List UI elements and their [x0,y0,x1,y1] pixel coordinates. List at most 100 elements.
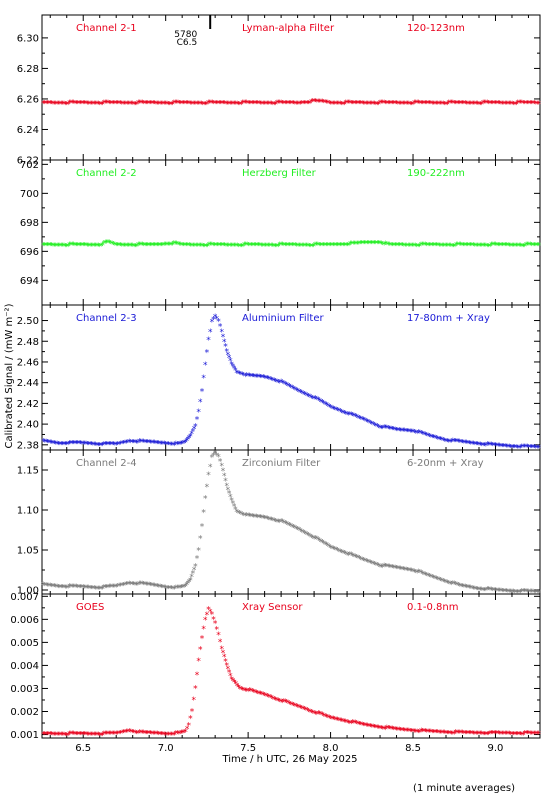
data-point: * [129,438,134,448]
data-point: * [400,565,405,575]
data-point: * [467,730,472,740]
data-point: * [310,394,315,404]
data-point: * [163,241,168,251]
data-point: * [60,731,65,741]
data-point: * [180,241,185,251]
data-point: * [91,731,96,741]
data-point: * [187,434,192,444]
data-point: * [472,242,477,252]
data-point: * [172,731,177,741]
data-point: * [434,435,439,445]
data-point: * [110,240,115,250]
data-point: * [163,440,168,450]
data-point: * [133,729,138,739]
data-point: * [385,241,390,251]
data-point: * [80,731,85,741]
data-point: * [85,731,90,741]
data-point: * [403,427,408,437]
data-point: * [442,100,447,110]
data-point: * [492,586,497,596]
data-point: * [256,242,261,252]
data-point: * [403,727,408,737]
data-point: * [346,551,351,561]
data-point: * [324,99,329,109]
data-point: * [510,443,515,453]
data-point: * [273,100,278,110]
data-point: * [345,551,350,561]
data-point: * [41,99,46,109]
data-point: * [500,587,505,597]
data-point: * [102,584,107,594]
data-point: * [288,383,293,393]
data-point: * [162,100,167,110]
data-point: * [528,100,533,110]
y-tick-label: 1.10 [17,506,39,517]
data-point: * [136,241,141,251]
data-point: * [67,583,72,593]
data-point: * [139,99,144,109]
data-point: * [449,438,454,448]
data-point: * [293,702,298,712]
data-point: * [342,550,347,560]
data-point: * [504,242,509,252]
data-point: * [534,241,539,251]
data-point: * [492,99,497,109]
data-point: * [348,719,353,729]
data-point: * [127,728,132,738]
data-point: * [387,425,392,435]
data-point: * [118,440,123,450]
data-point: * [147,99,152,109]
data-point: * [228,100,233,110]
data-point: * [499,241,504,251]
data-point: * [357,720,362,730]
data-point: * [183,583,188,593]
data-point: * [353,413,358,423]
data-point: * [389,725,394,735]
data-point: * [507,443,512,453]
data-point: * [276,99,281,109]
data-point: * [420,570,425,580]
data-point: * [337,407,342,417]
data-point: * [107,99,112,109]
data-point: * [183,439,188,449]
data-point: * [412,242,417,252]
data-point: * [231,677,236,687]
data-point: * [376,562,381,572]
data-point: * [125,242,130,252]
data-point: * [246,241,251,251]
data-point: * [260,514,265,524]
data-point: * [296,242,301,252]
data-point: * [313,241,318,251]
data-point: * [183,242,188,252]
data-point: * [120,440,125,450]
data-point: * [452,730,457,740]
data-point: * [295,525,300,535]
y-tick-label: 2.40 [17,420,39,431]
data-point: * [195,415,200,425]
data-point: * [393,426,398,436]
data-point: * [508,443,513,453]
data-point: * [44,438,49,448]
data-point: * [481,99,486,109]
data-point: * [261,100,266,110]
flare-annotation: 5780 [174,30,197,40]
data-point: * [360,721,365,731]
data-point: * [382,562,387,572]
data-point: * [63,242,68,252]
data-point: * [89,584,94,594]
data-point: * [407,100,412,110]
data-point: * [419,727,424,737]
data-point: * [198,398,203,408]
data-point: * [354,100,359,110]
data-point: * [133,242,138,252]
data-point: * [327,403,332,413]
data-point: * [146,99,151,109]
data-point: * [190,708,195,718]
y-tick-label: 6.26 [17,94,39,105]
data-point: * [438,100,443,110]
data-point: * [394,100,399,110]
data-point: * [324,242,329,252]
data-point: * [218,323,223,333]
data-point: * [286,100,291,110]
